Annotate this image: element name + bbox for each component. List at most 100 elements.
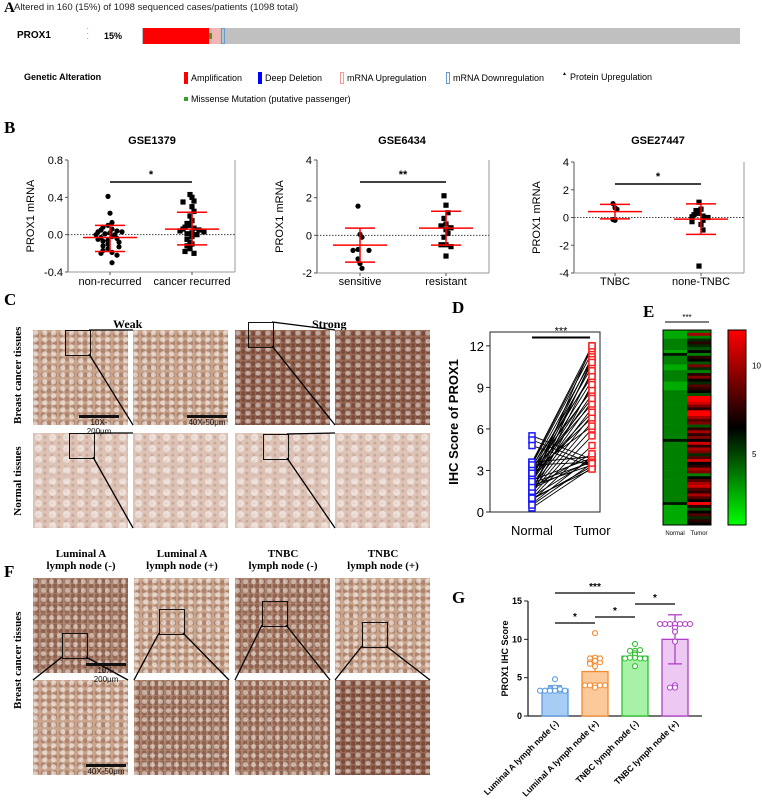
data-point [182,248,188,255]
data-point [187,222,193,228]
y-tick-label: 0.8 [48,155,63,167]
data-point [591,663,599,670]
pair-line [531,463,593,506]
heatmap-cell [687,410,711,414]
data-point [100,243,106,249]
heatmap-cell [663,513,687,517]
data-point [194,232,200,238]
plot-frame [489,331,601,513]
data-point [621,655,629,662]
panel-e-heatmap: *** Normal Tumor 5 10 [662,313,761,537]
data-point [689,214,695,220]
heatmap-cell [663,433,687,437]
row-label-cancer: Breast cancer tissues [12,611,24,709]
pair-line [531,370,593,492]
y-tick-label: 15 [512,596,522,606]
legend-item: Amplification [184,72,242,84]
histology-image [335,330,430,425]
y-tick-label: 2 [563,185,569,197]
heatmap-cell [663,453,687,457]
normal-point [528,477,536,486]
scale-bar-high: 40X-50μm [187,415,227,427]
pair-line [531,465,593,500]
data-point [184,231,190,237]
x-tick-label: Tumor [573,523,611,538]
data-point [116,244,122,250]
tumor-point [588,450,596,458]
heatmap-cell [687,479,711,483]
panel-b-charts: GSE1379 -0.4 0.0 0.4 0.8 PROX1 mRNA non-recurr… [25,135,745,288]
data-point [700,227,706,233]
heatmap-cell [663,496,687,500]
heatmap-cell [663,441,687,446]
mrna-down-segment [221,28,225,44]
heatmap-cell [663,355,687,359]
data-point [556,686,564,693]
more-dots-icon[interactable]: · · · [86,23,90,44]
x-tick-label: TNBC [600,276,630,288]
data-point [581,682,589,689]
data-point [631,640,639,647]
oncoprint-track[interactable] [142,28,740,44]
heatmap-cell [687,450,711,454]
significance-label: * [613,606,617,617]
heatmap-cell [663,456,687,460]
zoom-box [65,330,91,356]
heatmap-cell [663,398,687,402]
data-point [656,620,664,628]
column-header-line1: TNBC [267,548,299,560]
heatmap-cell [663,352,687,357]
y-axis-label: PROX1 mRNA [274,179,286,252]
heatmap-cell [687,393,711,397]
heatmap-cell [687,467,711,471]
legend-label: Deep Deletion [265,73,323,83]
heatmap-cell [687,338,711,342]
legend-item: mRNA Downregulation [446,72,544,84]
heatmap-cell [663,504,687,509]
y-tick-label: -2 [559,240,569,252]
heatmap-cell [663,493,687,497]
legend-swatch [258,72,262,84]
heatmap-cell [687,352,711,357]
significance-label: * [653,593,657,604]
heatmap-cell [687,378,711,382]
heatmap-cell [687,341,711,345]
heatmap-cell [663,344,687,348]
tumor-point [588,342,596,350]
heatmap-cell [687,470,711,474]
data-point [443,253,449,259]
heatmap-cell [687,493,711,497]
x-tick-label: Normal [511,523,553,538]
data-point [696,263,702,269]
pair-line [531,362,593,482]
data-point [100,238,106,244]
zoom-box [262,601,288,627]
data-point [591,684,599,691]
y-tick-label: 10 [512,634,522,644]
pair-line [531,435,593,499]
column-header-line1: Luminal A [156,548,208,560]
heatmap-cell [663,416,687,420]
normal-point [528,441,536,450]
heatmap-cell [663,335,687,339]
heatmap-cell [687,473,711,477]
heatmap-cell [687,436,711,440]
y-axis-label: IHC Score of PROX1 [446,359,461,485]
heatmap-cell [663,401,687,405]
heatmap-cell [663,410,687,414]
column-header-line1: Luminal A [55,548,107,560]
column-header-line1: TNBC [367,548,399,560]
heatmap-cell [687,516,711,520]
y-tick-label: 0 [306,230,312,242]
heatmap-cell [663,364,687,368]
heatmap-cell [687,487,711,491]
panel-label-b: B [4,118,16,137]
heatmap-cell [687,364,711,368]
data-point [359,265,365,271]
x-tick-label: Normal [665,531,684,537]
heatmap-cell [687,404,711,408]
colorbar-tick-label: 10 [752,361,761,370]
pair-line [531,461,593,466]
